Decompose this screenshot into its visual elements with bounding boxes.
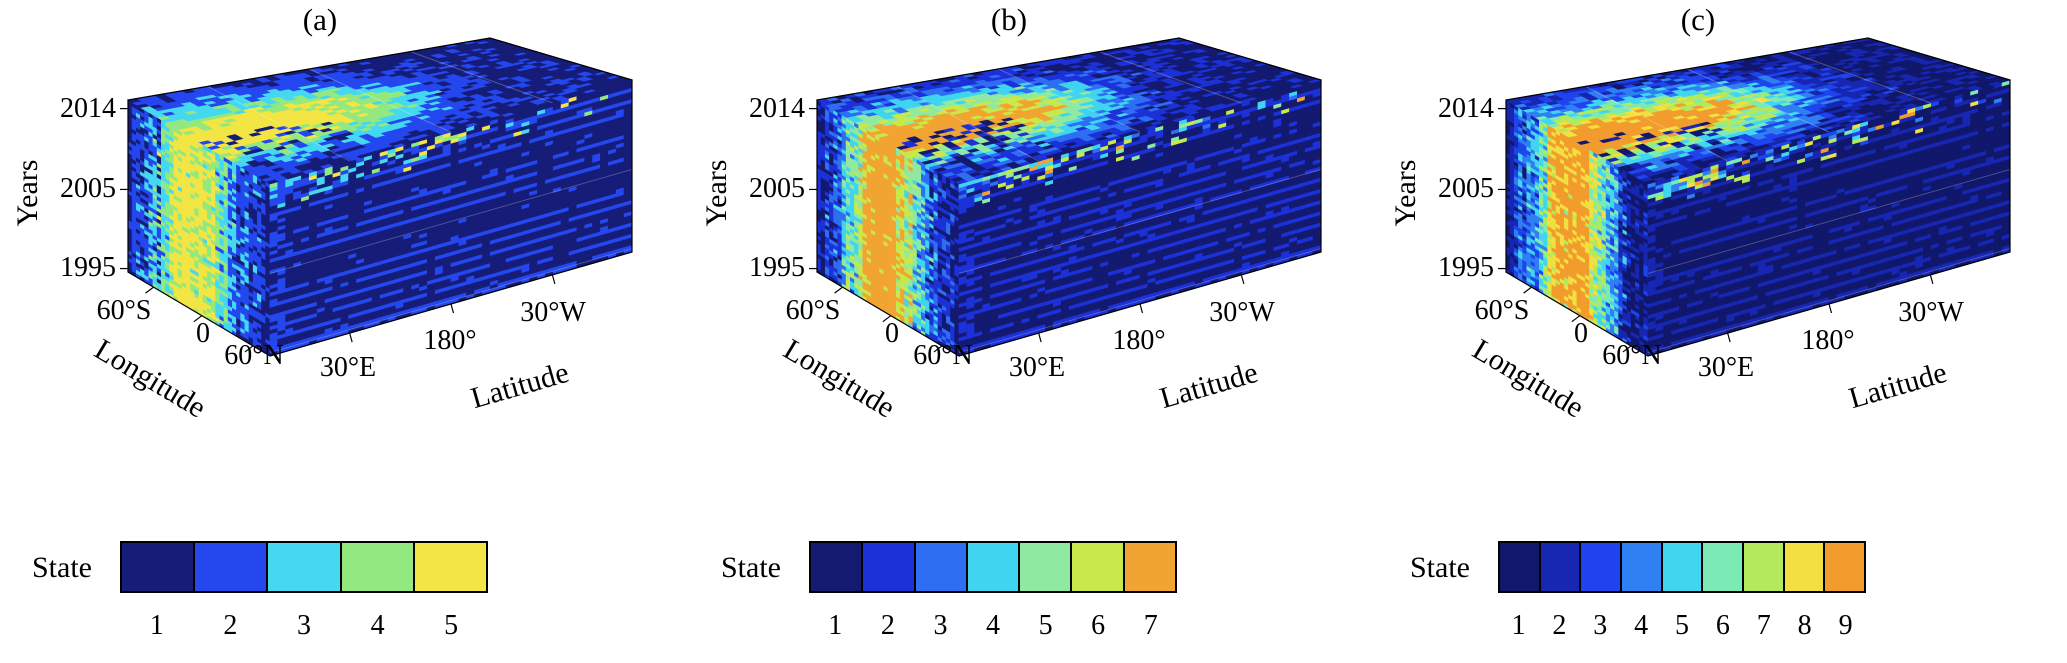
colorbar-tick-label: 3 <box>296 610 311 641</box>
years-tick: 2005 <box>749 173 805 204</box>
colorbar <box>1498 541 1866 593</box>
colorbar-tick-label: 7 <box>1756 610 1771 641</box>
years-tick: 2014 <box>749 93 805 124</box>
colorbar <box>809 541 1177 593</box>
years-tick: 2014 <box>60 93 116 124</box>
colorbar-tick-label: 5 <box>1675 610 1689 641</box>
latitude-tick: 30°W <box>520 297 586 328</box>
colorbar-cell-state-2 <box>1538 543 1580 591</box>
colorbar-label: State <box>1410 551 1470 584</box>
panel-b: (b) Years 2014 2005 1995 60°S 0 60°N Lon… <box>689 0 1378 663</box>
latitude-tick: 180° <box>1801 325 1855 356</box>
years-tick: 1995 <box>1438 252 1494 283</box>
years-tick: 2014 <box>1438 93 1494 124</box>
longitude-tick: 0 <box>196 318 210 349</box>
colorbar-tick-label: 1 <box>828 610 843 641</box>
colorbar-tick-label: 4 <box>1634 610 1649 641</box>
colorbar-cell-state-2 <box>861 543 914 591</box>
longitude-tick: 60°S <box>785 295 841 326</box>
colorbar-cell-state-1 <box>1500 543 1539 591</box>
colorbar-tick-label: 1 <box>149 610 164 641</box>
panel-c: (c) Years 2014 2005 1995 60°S 0 60°N Lon… <box>1378 0 2067 663</box>
longitude-tick: 60°S <box>96 295 152 326</box>
colorbar-cell-state-1 <box>811 543 862 591</box>
colorbar-tick-label: 3 <box>933 610 948 641</box>
longitude-tick: 60°N <box>224 340 284 371</box>
colorbar-tick-label: 3 <box>1593 610 1608 641</box>
colorbar-ticks: 1 2 3 4 5 <box>120 610 488 642</box>
longitude-tick: 0 <box>1574 318 1588 349</box>
colorbar-tick-label: 2 <box>223 610 238 641</box>
colorbar-tick-label: 4 <box>986 610 1001 641</box>
colorbar-cell-state-5 <box>412 543 487 591</box>
colorbar-cell-state-4 <box>1620 543 1661 591</box>
colorbar-cell-state-9 <box>1823 543 1865 591</box>
panel-a: (a) Years 2014 2005 1995 60°S 0 60°N Lon… <box>0 0 689 663</box>
colorbar-cell-state-7 <box>1742 543 1783 591</box>
years-tick: 1995 <box>60 252 116 283</box>
colorbar-cell-state-1 <box>122 543 194 591</box>
latitude-tick: 30°E <box>1697 352 1755 383</box>
longitude-tick: 60°N <box>1602 340 1662 371</box>
colorbar-tick-label: 5 <box>444 610 459 641</box>
years-tick: 2005 <box>1438 173 1494 204</box>
colorbar-cell-state-3 <box>266 543 340 591</box>
colorbar-cell-state-3 <box>913 543 966 591</box>
colorbar-label: State <box>32 551 92 584</box>
colorbar-cell-state-6 <box>1701 543 1743 591</box>
latitude-tick: 30°E <box>319 352 377 383</box>
colorbar-tick-label: 1 <box>1511 610 1526 641</box>
colorbar-ticks: 1 2 3 4 5 6 7 <box>809 610 1177 642</box>
colorbar-tick-label: 2 <box>1552 610 1567 641</box>
latitude-tick: 180° <box>1112 325 1166 356</box>
longitude-tick: 60°S <box>1474 295 1530 326</box>
latitude-tick: 30°W <box>1898 297 1964 328</box>
colorbar-cell-state-2 <box>193 543 267 591</box>
colorbar-tick-label: 6 <box>1715 610 1730 641</box>
years-tick: 1995 <box>749 252 805 283</box>
colorbar-tick-label: 4 <box>370 610 385 641</box>
colorbar-tick-label: 2 <box>880 610 895 641</box>
colorbar-tick-label: 7 <box>1143 610 1158 641</box>
colorbar-tick-label: 5 <box>1038 610 1053 641</box>
state-cube-plot <box>1378 0 2067 470</box>
state-cube-plot <box>689 0 1378 470</box>
colorbar-tick-label: 9 <box>1838 610 1853 641</box>
colorbar-tick-label: 8 <box>1797 610 1812 641</box>
colorbar-cell-state-5 <box>1660 543 1702 591</box>
longitude-tick: 0 <box>885 318 899 349</box>
colorbar-tick-label: 6 <box>1091 610 1106 641</box>
colorbar-cell-state-5 <box>1018 543 1071 591</box>
colorbar-cell-state-8 <box>1782 543 1824 591</box>
state-cube-plot <box>0 0 689 470</box>
colorbar-cell-state-7 <box>1122 543 1175 591</box>
colorbar-cell-state-3 <box>1579 543 1621 591</box>
colorbar-cell-state-4 <box>965 543 1019 591</box>
colorbar-label: State <box>721 551 781 584</box>
colorbar-cell-state-6 <box>1070 543 1123 591</box>
latitude-tick: 30°W <box>1209 297 1275 328</box>
colorbar-cell-state-4 <box>339 543 413 591</box>
longitude-tick: 60°N <box>913 340 973 371</box>
colorbar <box>120 541 488 593</box>
latitude-tick: 30°E <box>1008 352 1066 383</box>
years-tick: 2005 <box>60 173 116 204</box>
latitude-tick: 180° <box>423 325 477 356</box>
